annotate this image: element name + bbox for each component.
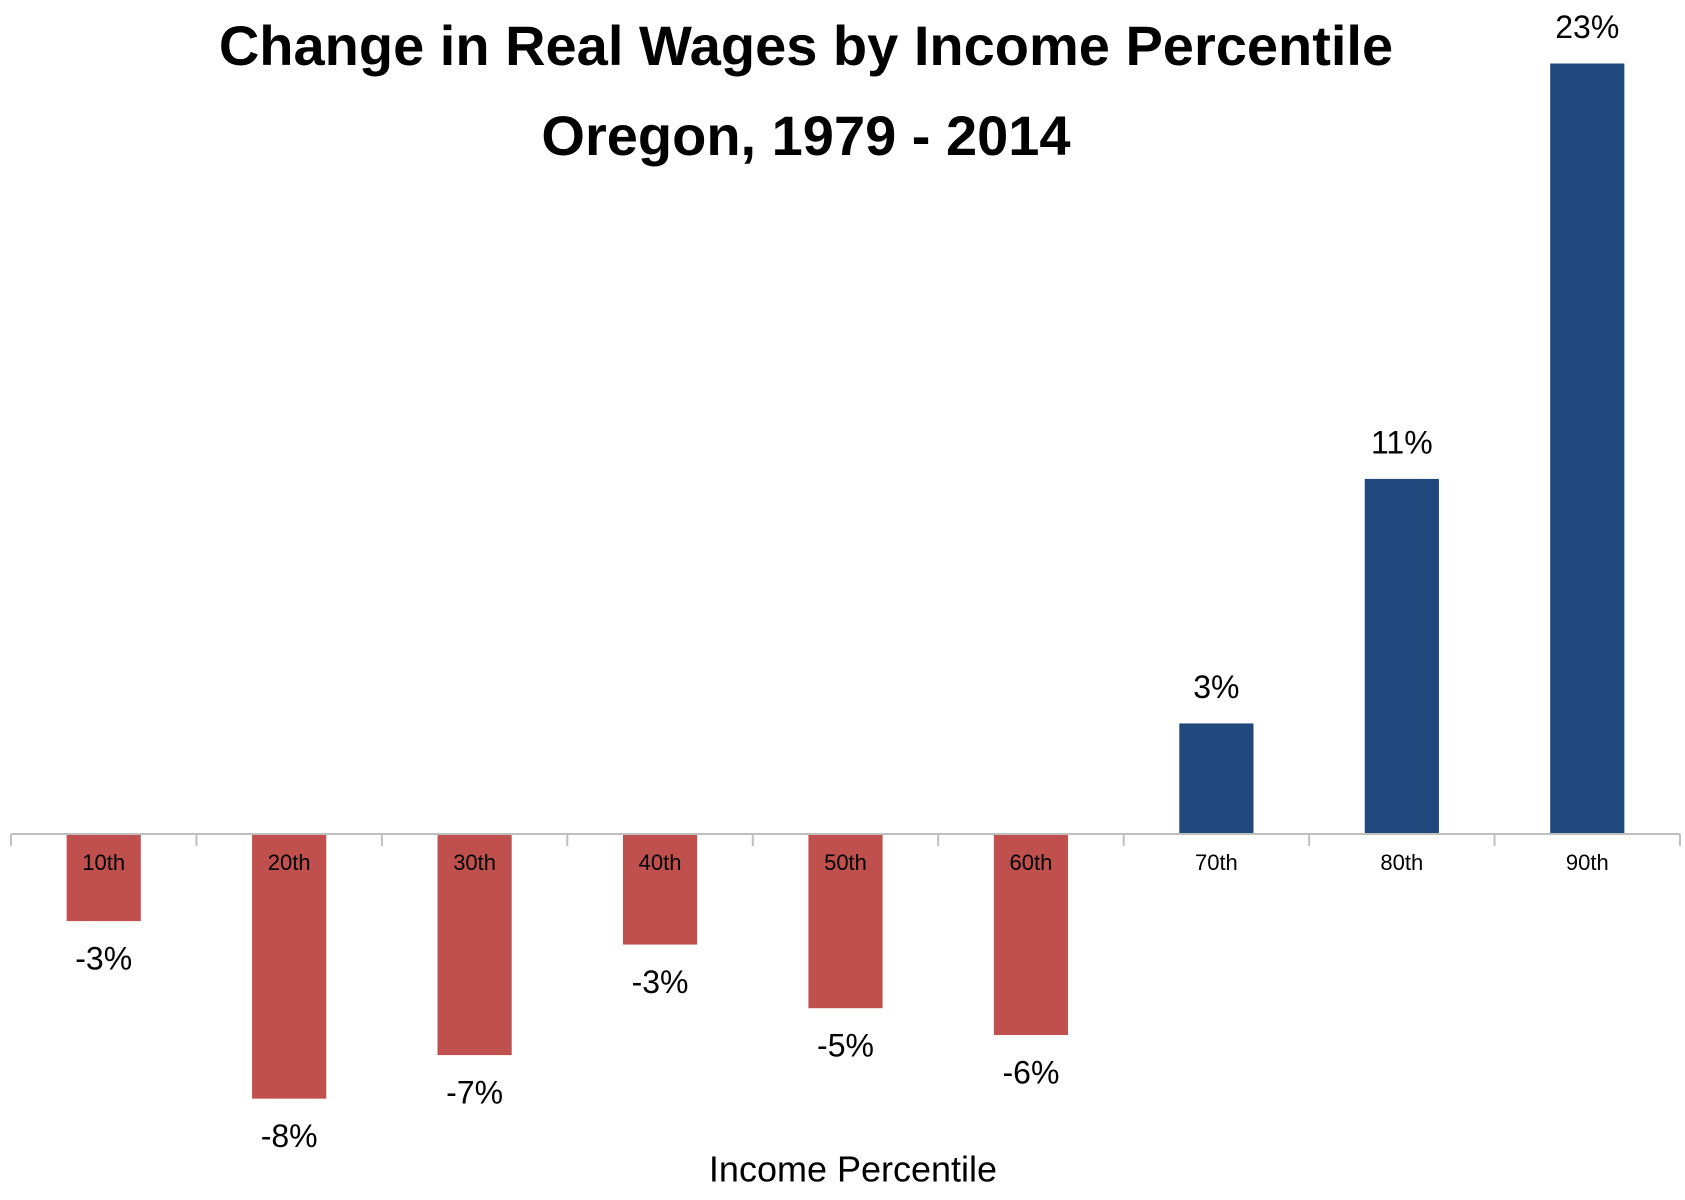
data-label: -7% [446, 1075, 503, 1111]
bar [1179, 723, 1254, 834]
data-label: 23% [1555, 9, 1619, 45]
x-tick-label: 80th [1380, 850, 1423, 875]
data-label: -5% [817, 1028, 874, 1064]
x-tick-label: 20th [268, 850, 311, 875]
chart-subtitle: Oregon, 1979 - 2014 [541, 104, 1070, 167]
x-tick-label: 10th [82, 850, 125, 875]
bar [808, 834, 883, 1009]
x-axis-title: Income Percentile [709, 1149, 997, 1190]
x-tick-label: 90th [1566, 850, 1609, 875]
x-tick-label: 40th [639, 850, 682, 875]
bar [437, 834, 512, 1056]
bar [1364, 478, 1439, 834]
chart-title: Change in Real Wages by Income Percentil… [219, 14, 1393, 77]
bar [252, 834, 327, 1099]
x-tick-label: 70th [1195, 850, 1238, 875]
data-label: -8% [261, 1118, 318, 1154]
data-label: -3% [632, 964, 689, 1000]
x-tick-label: 50th [824, 850, 867, 875]
bar [993, 834, 1069, 1035]
x-tick-label: 30th [453, 850, 496, 875]
data-label: 11% [1371, 424, 1433, 460]
data-label: 3% [1193, 669, 1239, 705]
bar [66, 834, 141, 922]
x-tick-label: 60th [1010, 850, 1053, 875]
bar [1550, 63, 1625, 834]
data-label: -3% [75, 941, 132, 977]
data-label: -6% [1002, 1054, 1059, 1090]
bar [622, 834, 698, 945]
